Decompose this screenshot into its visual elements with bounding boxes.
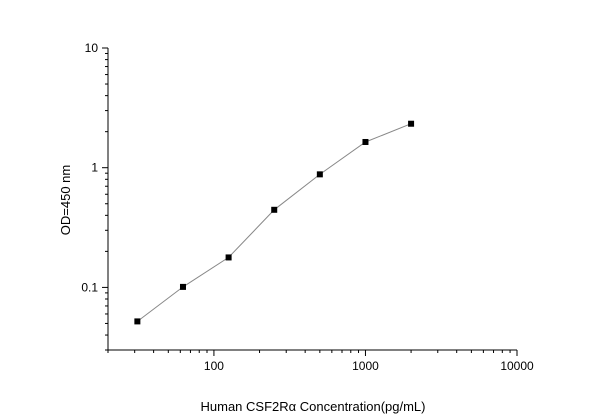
x-tick-label: 10000	[500, 359, 534, 373]
x-axis-label: Human CSF2Rα Concentration(pg/mL)	[201, 399, 426, 414]
data-point	[271, 206, 278, 213]
y-tick-label: 0.1	[81, 280, 98, 294]
x-tick-label: 1000	[352, 359, 379, 373]
series	[134, 120, 415, 325]
ticks: 100 1000 10000 0.1 1 10	[81, 41, 534, 373]
x-tick-label: 100	[204, 359, 224, 373]
axes	[107, 48, 517, 351]
data-point	[316, 171, 323, 178]
data-point	[408, 120, 415, 127]
y-axis-label: OD=450 nm	[58, 165, 73, 235]
y-tick-label: 1	[91, 161, 98, 175]
data-point	[134, 318, 141, 325]
data-point	[225, 254, 232, 261]
data-point	[362, 138, 369, 145]
series-line	[137, 123, 412, 322]
data-point	[179, 283, 186, 290]
y-tick-label: 10	[85, 41, 99, 55]
